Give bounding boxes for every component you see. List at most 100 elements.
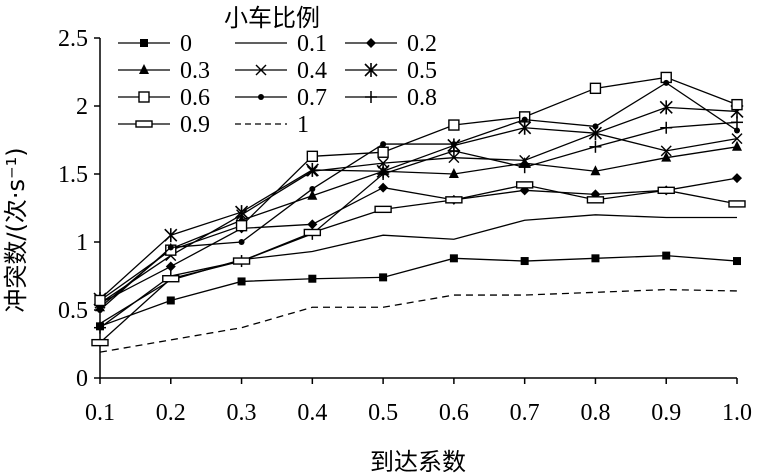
data-point [309, 185, 316, 192]
data-point [657, 186, 675, 195]
legend-label: 0.7 [297, 85, 327, 111]
series-line [99, 184, 738, 344]
data-point [450, 141, 457, 148]
data-point [238, 239, 245, 245]
data-point [662, 251, 671, 260]
legend-label: 0.4 [297, 58, 327, 84]
data-point [166, 296, 175, 305]
legend-item-0.4: 0.4 [235, 58, 327, 84]
series-0.4 [94, 127, 743, 309]
legend-item-0.8: 0.8 [345, 85, 437, 111]
data-point [591, 254, 600, 263]
axes: 0 0.5 1 1.5 2 2.5 0.1 0.2 0.3 0.4 0.5 0.6 0.7 0.8 0.9 1… [58, 26, 752, 426]
y-tick-label: 0 [76, 366, 88, 392]
x-tick-label: 0.9 [651, 400, 681, 426]
data-point [378, 182, 389, 193]
marker-stroke [731, 133, 743, 145]
data-point [307, 189, 318, 200]
data-point [731, 98, 743, 111]
legend-label: 1 [297, 112, 309, 138]
series-0.1 [99, 214, 737, 325]
data-point [255, 64, 267, 76]
data-point [258, 94, 264, 100]
data-point [379, 273, 388, 282]
x-tick-label: 0.8 [580, 400, 610, 426]
data-point [377, 146, 389, 158]
x-tick-label: 0.7 [510, 400, 540, 426]
data-point [308, 274, 317, 283]
data-point [366, 38, 376, 48]
legend: 0 0.1 0.2 0.3 0.4 0.5 0.6 0.7 0.8 0.9 1 [118, 31, 437, 138]
legend-item-0.6: 0.6 [118, 85, 210, 111]
series-1 [99, 288, 738, 353]
data-point [97, 307, 103, 313]
data-point [519, 154, 531, 166]
data-point [661, 151, 672, 162]
x-tick-label: 0.1 [85, 400, 115, 426]
data-point [660, 145, 672, 157]
series-layer [91, 71, 746, 353]
data-point [659, 100, 673, 115]
legend-label: 0.5 [407, 58, 437, 84]
data-point [521, 116, 528, 123]
data-point [589, 82, 602, 95]
series-line [99, 106, 738, 300]
data-point [733, 257, 741, 266]
data-point [586, 196, 605, 204]
legend-label: 0.8 [407, 85, 437, 111]
data-point [448, 152, 460, 164]
data-point [728, 200, 746, 208]
legend-label: 0.6 [180, 85, 210, 111]
data-point [234, 205, 249, 220]
data-point [380, 141, 387, 148]
y-tick-label: 2.5 [58, 26, 88, 52]
data-point [135, 120, 153, 128]
data-point [449, 254, 458, 263]
data-point [138, 91, 150, 103]
series-line [99, 214, 737, 325]
data-point [732, 140, 742, 151]
y-tick-label: 1 [76, 230, 88, 256]
data-point [167, 244, 174, 251]
data-point [589, 140, 602, 153]
series-line [99, 288, 738, 353]
data-point [162, 275, 180, 283]
data-point [518, 161, 531, 174]
legend-item-0.5: 0.5 [345, 58, 437, 84]
data-point [734, 127, 740, 134]
legend-title: 小车比例 [224, 4, 320, 32]
data-point [377, 157, 389, 169]
data-point [660, 121, 673, 134]
data-point [590, 165, 601, 176]
legend-item-0.1: 0.1 [235, 31, 327, 57]
marker-stroke [255, 64, 267, 76]
series-0.9 [91, 181, 746, 347]
data-point [94, 294, 106, 307]
series-0.3 [95, 140, 742, 312]
y-tick-label: 1.5 [58, 162, 88, 188]
legend-item-0.7: 0.7 [235, 85, 327, 111]
data-point [663, 79, 670, 86]
x-axis-label: 到达系数 [370, 448, 466, 475]
data-point [515, 181, 534, 189]
y-tick-label: 2 [76, 94, 88, 120]
series-line [99, 121, 738, 329]
legend-label: 0.9 [180, 112, 210, 138]
marker-stroke [377, 157, 389, 169]
data-point [306, 150, 319, 163]
x-tick-label: 1.0 [722, 400, 752, 426]
data-point [377, 168, 390, 180]
data-point [731, 133, 743, 145]
series-line [99, 132, 738, 304]
data-point [731, 116, 743, 129]
series-0.7 [97, 79, 740, 313]
x-tick-label: 0.6 [439, 400, 469, 426]
series-line [99, 177, 738, 304]
data-point [364, 63, 378, 77]
legend-label: 0.2 [407, 31, 437, 57]
data-point [139, 64, 149, 74]
y-tick-label: 0.5 [58, 298, 88, 324]
data-point [374, 205, 392, 214]
legend-item-0.3: 0.3 [118, 58, 210, 84]
